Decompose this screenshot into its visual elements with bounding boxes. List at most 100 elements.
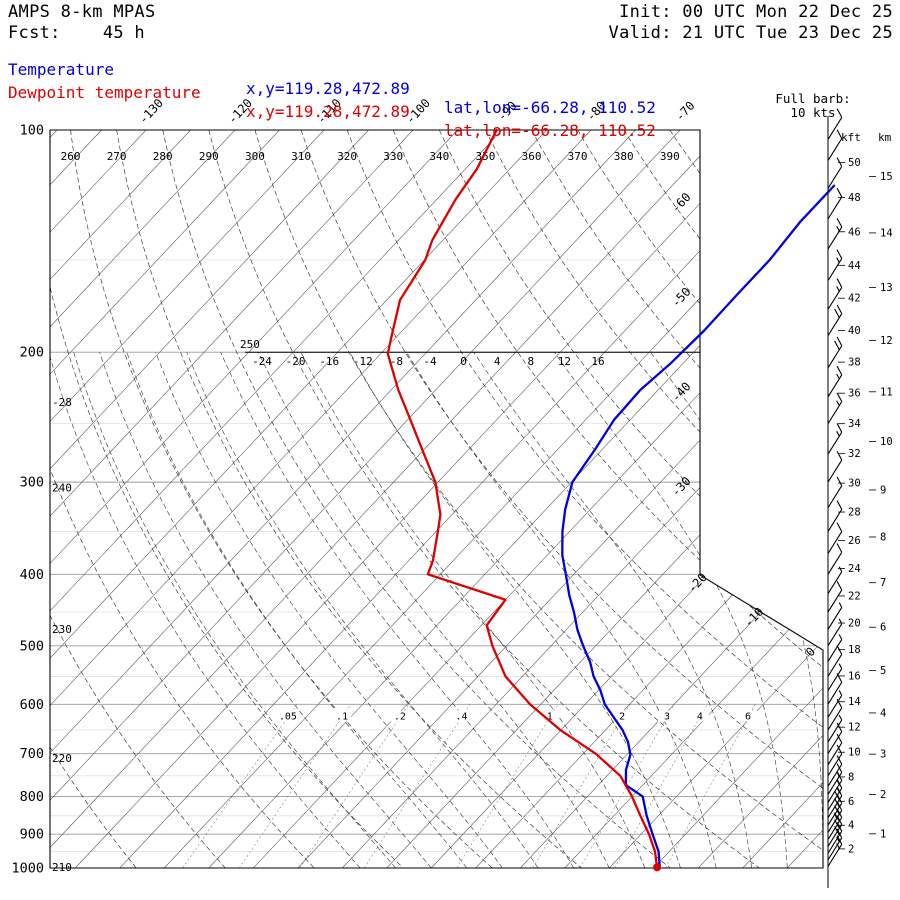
svg-text:1000: 1000 — [11, 861, 44, 877]
model-title: AMPS 8-km MPAS — [8, 2, 156, 22]
svg-text:26: 26 — [848, 535, 861, 547]
svg-text:10: 10 — [848, 747, 861, 759]
svg-text:1: 1 — [547, 712, 553, 723]
surface-dewpoint-dot — [653, 863, 662, 872]
svg-text:9: 9 — [880, 484, 886, 496]
barb-legend: Full barb: 10 kts — [763, 91, 863, 121]
barb-legend-line2: 10 kts — [790, 105, 836, 121]
svg-text:.1: .1 — [336, 712, 348, 723]
svg-text:240: 240 — [52, 481, 72, 494]
svg-text:14: 14 — [880, 227, 893, 239]
svg-text:0: 0 — [803, 644, 818, 659]
init-time: Init: 00 UTC Mon 22 Dec 25 — [619, 2, 893, 22]
sounding-curves — [386, 128, 836, 872]
svg-text:16: 16 — [848, 670, 861, 682]
svg-text:46: 46 — [848, 226, 861, 238]
legend-dewpoint-latlon: lat,lon=-66.28, 110.52 — [444, 121, 656, 140]
svg-text:4: 4 — [697, 712, 703, 723]
barb-legend-line1: Full barb: — [775, 91, 851, 106]
svg-text:42: 42 — [848, 293, 861, 305]
svg-text:230: 230 — [52, 623, 72, 636]
svg-text:-40: -40 — [669, 379, 694, 404]
svg-text:2: 2 — [880, 789, 886, 801]
svg-text:10: 10 — [880, 436, 893, 448]
svg-text:360: 360 — [522, 150, 542, 163]
svg-text:8: 8 — [848, 771, 854, 783]
svg-text:12: 12 — [880, 335, 893, 347]
svg-text:24: 24 — [848, 563, 861, 575]
svg-text:12: 12 — [848, 722, 861, 734]
svg-text:4: 4 — [494, 355, 501, 368]
svg-text:2: 2 — [619, 712, 625, 723]
svg-text:260: 260 — [61, 150, 81, 163]
svg-text:8: 8 — [880, 531, 886, 543]
svg-text:370: 370 — [568, 150, 588, 163]
svg-text:48: 48 — [848, 192, 861, 204]
svg-text:210: 210 — [52, 861, 72, 874]
svg-text:6: 6 — [848, 796, 854, 808]
svg-text:22: 22 — [848, 590, 861, 602]
svg-text:400: 400 — [20, 567, 44, 583]
svg-text:-8: -8 — [390, 355, 403, 368]
legend-temperature-latlon: lat,lon=-66.28, 110.52 — [444, 98, 656, 117]
svg-text:.4: .4 — [456, 712, 468, 723]
legend-row-dewpoint: Dewpoint temperature x,y=119.28,472.89 l… — [0, 64, 900, 140]
svg-text:4: 4 — [880, 707, 886, 719]
plot-border — [49, 129, 824, 869]
svg-text:-20: -20 — [286, 355, 306, 368]
svg-text:-10: -10 — [741, 605, 766, 630]
svg-text:-24: -24 — [252, 355, 272, 368]
svg-text:50: 50 — [848, 157, 861, 169]
svg-text:44: 44 — [848, 260, 861, 272]
altitude-scales: kft km50484644424038363432302826242220181… — [838, 131, 893, 855]
svg-text:0: 0 — [460, 355, 467, 368]
svg-text:250: 250 — [240, 338, 260, 351]
svg-text:7: 7 — [880, 577, 886, 589]
forecast-hour: Fcst: 45 h — [8, 23, 145, 43]
legend-dewpoint-label: Dewpoint temperature — [8, 83, 201, 102]
svg-text:300: 300 — [245, 150, 265, 163]
svg-text:4: 4 — [848, 820, 854, 832]
svg-text:36: 36 — [848, 388, 861, 400]
svg-text:40: 40 — [848, 325, 861, 337]
svg-text:3: 3 — [880, 749, 886, 761]
svg-text:3: 3 — [664, 712, 670, 723]
svg-text:-50: -50 — [669, 285, 694, 310]
svg-text:18: 18 — [848, 644, 861, 656]
svg-text:2: 2 — [848, 843, 854, 855]
svg-text:6: 6 — [745, 712, 751, 723]
svg-text:700: 700 — [20, 746, 44, 762]
svg-text:5: 5 — [880, 665, 886, 677]
svg-text:13: 13 — [880, 282, 893, 294]
svg-text:310: 310 — [291, 150, 311, 163]
svg-text:280: 280 — [153, 150, 173, 163]
svg-text:-30: -30 — [669, 474, 694, 499]
svg-text:28: 28 — [848, 507, 861, 519]
svg-text:270: 270 — [107, 150, 127, 163]
temperature-curve — [561, 184, 836, 868]
valid-time: Valid: 21 UTC Tue 23 Dec 25 — [608, 23, 893, 43]
svg-text:300: 300 — [20, 475, 44, 491]
svg-text:15: 15 — [880, 171, 893, 183]
svg-text:12: 12 — [558, 355, 571, 368]
svg-text:38: 38 — [848, 357, 861, 369]
svg-text:330: 330 — [383, 150, 403, 163]
svg-text:-12: -12 — [353, 355, 373, 368]
svg-text:800: 800 — [20, 789, 44, 805]
svg-text:kft: kft — [841, 131, 861, 144]
dewpoint-curve — [386, 128, 659, 869]
svg-text:.2: .2 — [394, 712, 406, 723]
svg-text:30: 30 — [848, 478, 861, 490]
legend-temperature-label: Temperature — [8, 60, 114, 79]
legend-row-temperature: Temperature x,y=119.28,472.89 lat,lon=-6… — [0, 41, 900, 117]
svg-text:-70: -70 — [673, 99, 698, 124]
svg-text:16: 16 — [591, 355, 604, 368]
svg-text:km: km — [878, 131, 892, 144]
svg-text:6: 6 — [880, 622, 886, 634]
svg-text:200: 200 — [20, 345, 44, 361]
svg-text:.05: .05 — [279, 712, 297, 723]
background-grid — [50, 130, 823, 868]
svg-text:8: 8 — [527, 355, 534, 368]
